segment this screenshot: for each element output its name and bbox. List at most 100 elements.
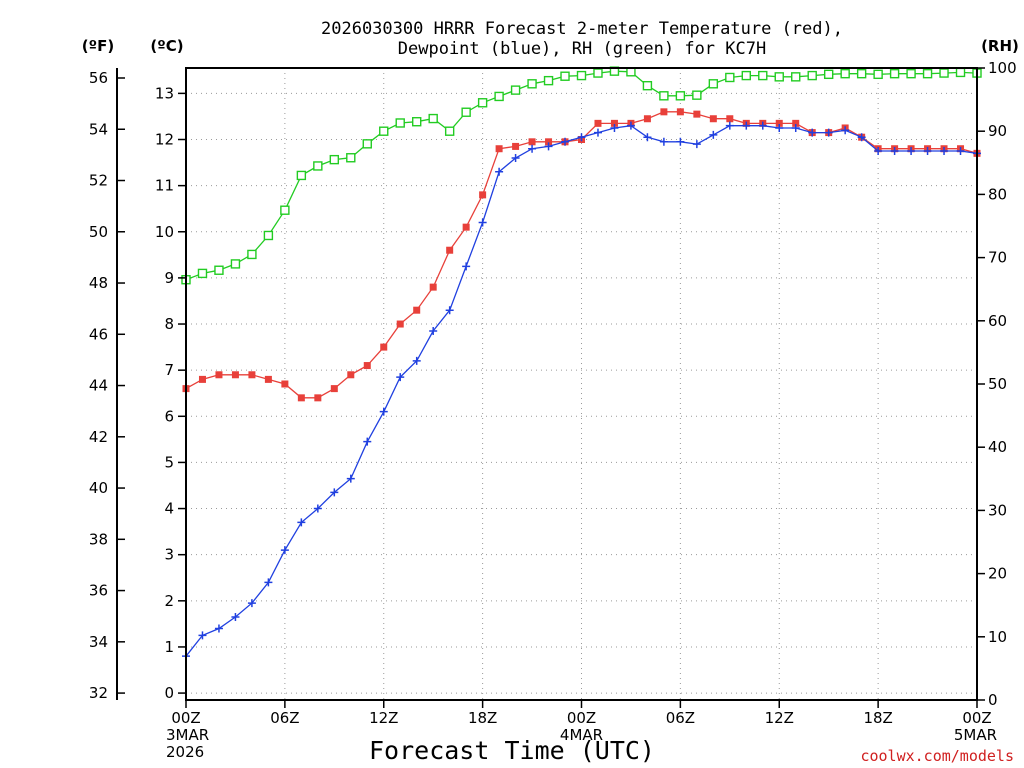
dewpoint-point [841,126,850,135]
dewpoint-point [511,153,520,162]
temperature-point [693,110,701,118]
celsius-tick-label: 12 [155,131,174,149]
temperature-point [413,306,421,314]
fahrenheit-tick-label: 36 [89,582,108,600]
source-credit: coolwx.com/models [860,747,1014,765]
rh-point [346,153,356,163]
rh-point [477,98,488,108]
rh-unit-label: (RH) [981,37,1019,55]
fahrenheit-tick-label: 38 [89,530,108,548]
temperature-point [512,142,520,150]
dewpoint-point [923,147,932,156]
dewpoint-point [956,147,965,156]
rh-point [444,126,455,136]
chart-title-line1: 2026030300 HRRR Forecast 2-meter Tempera… [321,19,843,39]
temperature-point [709,115,717,123]
temperature-point [248,371,256,379]
celsius-tick-label: 4 [164,500,174,518]
rh-point [758,70,768,81]
rh-tick-label: 90 [988,122,1007,140]
rh-point [329,154,340,165]
temperature-point [528,138,536,146]
chart-title-line2: Dewpoint (blue), RH (green) for KC7H [398,39,766,59]
temperature-point [198,375,206,383]
dewpoint-point [363,437,372,446]
dewpoint-point [544,142,553,151]
celsius-tick-label: 2 [164,592,174,610]
dewpoint-point [643,133,652,142]
dewpoint-point [940,147,949,156]
rh-point [593,68,603,78]
rh-point [906,68,916,79]
rh-tick-label: 30 [988,501,1007,519]
dewpoint-point [692,140,701,149]
dewpoint-point [725,121,734,130]
fahrenheit-tick-label: 34 [89,633,108,651]
rh-point [889,68,900,79]
dewpoint-point [478,218,487,227]
dewpoint-series [182,121,981,661]
rh-point [428,113,438,124]
rh-tick-label: 20 [988,565,1007,583]
temperature-point [495,145,503,153]
rh-point [659,91,669,101]
date-label: 4MAR [560,726,603,744]
rh-point [560,71,570,81]
rh-point [955,67,966,78]
temperature-point [429,283,437,291]
dewpoint-point [429,326,438,335]
rh-point [939,68,949,78]
temperature-point [347,371,355,379]
dewpoint-point [808,128,817,137]
temperature-point [297,394,305,402]
rh-tick-label: 50 [988,375,1007,393]
celsius-tick-label: 7 [164,361,174,379]
temperature-point [281,380,289,388]
temperature-point [330,385,338,393]
dewpoint-point [824,128,833,137]
fahrenheit-tick-label: 44 [89,377,108,395]
rh-point [379,126,389,136]
temperature-point [610,119,618,127]
rh-point [214,265,224,275]
date-label: 3MAR [166,726,209,744]
rh-point [313,161,323,171]
dewpoint-point [610,123,619,132]
temperature-point [643,115,651,123]
dewpoint-point [297,518,306,527]
rh-point [856,68,867,79]
rh-point [708,79,719,89]
time-tick-label: 06Z [270,709,299,727]
dewpoint-point [214,624,223,633]
dewpoint-line [185,125,978,657]
dewpoint-point [379,407,388,416]
rh-point [230,259,241,269]
rh-point [922,68,933,79]
rh-point [543,75,554,86]
dewpoint-point [775,123,784,132]
rh-tick-label: 100 [988,59,1017,77]
rh-point [741,70,751,81]
rh-point [725,72,735,83]
dewpoint-point [676,137,685,146]
rh-point [280,205,290,215]
rh-point [296,170,307,181]
temperature-point [545,138,553,146]
rh-tick-label: 40 [988,438,1007,456]
rh-point [461,107,471,117]
temperature-point [676,108,684,116]
dewpoint-point [445,306,454,315]
dewpoint-point [198,631,207,640]
dewpoint-point [346,474,355,483]
dewpoint-point [495,167,504,176]
temperature-point [462,223,470,231]
temperature-point [314,394,322,402]
temperature-point [792,119,800,127]
celsius-tick-label: 10 [155,223,174,241]
time-tick-label: 18Z [863,709,892,727]
fahrenheit-tick-label: 54 [89,120,108,138]
time-tick-label: 12Z [765,709,794,727]
dewpoint-point [857,133,866,142]
rh-point [675,91,686,101]
